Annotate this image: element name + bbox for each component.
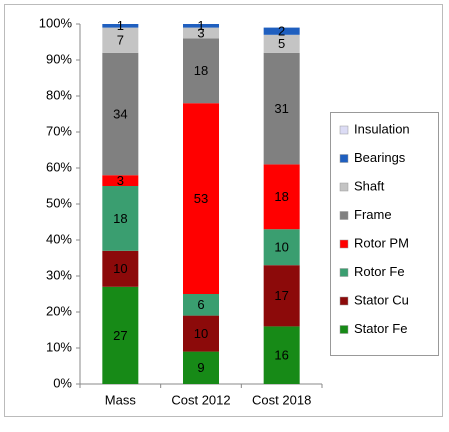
- legend-label: Shaft: [354, 178, 385, 193]
- y-tick-label: 50%: [46, 195, 72, 210]
- data-label: 27: [113, 328, 127, 343]
- legend-box: [330, 112, 439, 356]
- data-label: 6: [197, 297, 204, 312]
- bar-segment: [183, 38, 219, 104]
- y-tick-label: 30%: [46, 267, 72, 282]
- legend-label: Insulation: [354, 121, 410, 136]
- y-tick-label: 90%: [46, 51, 72, 66]
- legend-label: Bearings: [354, 150, 406, 165]
- bar-segment: [263, 265, 300, 327]
- y-tick-label: 40%: [46, 231, 72, 246]
- data-label: 5: [278, 36, 285, 51]
- chart-border: [4, 4, 443, 417]
- data-label: 10: [194, 326, 208, 341]
- legend-swatch: [339, 296, 349, 306]
- legend-swatch: [339, 268, 349, 277]
- data-label: 9: [197, 360, 204, 375]
- y-tick-label: 0%: [53, 375, 72, 390]
- data-label: 18: [274, 189, 288, 204]
- bar-segment: [263, 52, 300, 165]
- bar-segment: [263, 27, 300, 35]
- y-tick-label: 60%: [46, 159, 72, 174]
- data-label: 18: [113, 211, 127, 226]
- data-label: 2: [278, 24, 285, 39]
- data-label: 53: [194, 191, 208, 206]
- bar-segment: [183, 24, 219, 28]
- data-label: 1: [117, 18, 124, 33]
- legend-label: Stator Fe: [354, 321, 407, 336]
- data-label: 17: [274, 288, 288, 303]
- bar-segment: [263, 34, 300, 53]
- bar-segment: [183, 315, 219, 352]
- bar-segment: [263, 326, 300, 384]
- bar-segment: [102, 52, 139, 176]
- legend-swatch: [339, 182, 349, 192]
- data-label: 7: [117, 33, 124, 48]
- data-label: 34: [113, 106, 127, 121]
- legend-label: Stator Cu: [354, 292, 409, 307]
- data-label: 3: [197, 25, 204, 40]
- data-label: 3: [117, 173, 124, 188]
- legend-label: Rotor Fe: [354, 264, 405, 279]
- data-label: 10: [274, 240, 288, 255]
- bar-segment: [263, 229, 300, 266]
- y-tick-label: 70%: [46, 123, 72, 138]
- bar-segment: [183, 103, 219, 294]
- data-label: 1: [197, 18, 204, 33]
- y-tick-label: 80%: [46, 87, 72, 102]
- bar-segment: [183, 351, 219, 384]
- bar-segment: [102, 24, 139, 28]
- legend-swatch: [339, 211, 349, 220]
- legend-label: Frame: [354, 207, 392, 222]
- y-tick-label: 100%: [39, 15, 73, 30]
- legend-swatch: [339, 239, 349, 249]
- bar-segment: [102, 27, 139, 53]
- x-tick-label: Cost 2012: [171, 392, 230, 407]
- bar-segment: [102, 175, 139, 186]
- data-label: 10: [113, 261, 127, 276]
- y-tick-label: 10%: [46, 339, 72, 354]
- data-label: 18: [194, 63, 208, 78]
- legend-swatch: [339, 154, 349, 163]
- legend-swatch: [339, 125, 349, 135]
- y-tick-label: 20%: [46, 303, 72, 318]
- x-tick-label: Mass: [105, 392, 137, 407]
- bar-segment: [263, 164, 300, 230]
- legend-label: Rotor PM: [354, 235, 409, 250]
- bar-segment: [102, 286, 139, 384]
- x-tick-label: Cost 2018: [252, 392, 311, 407]
- legend-swatch: [339, 325, 349, 334]
- bar-segment: [183, 294, 219, 316]
- bar-segment: [102, 250, 139, 287]
- bar-segment: [102, 186, 139, 251]
- data-label: 16: [274, 348, 288, 363]
- data-label: 31: [274, 101, 288, 116]
- bar-segment: [183, 27, 219, 39]
